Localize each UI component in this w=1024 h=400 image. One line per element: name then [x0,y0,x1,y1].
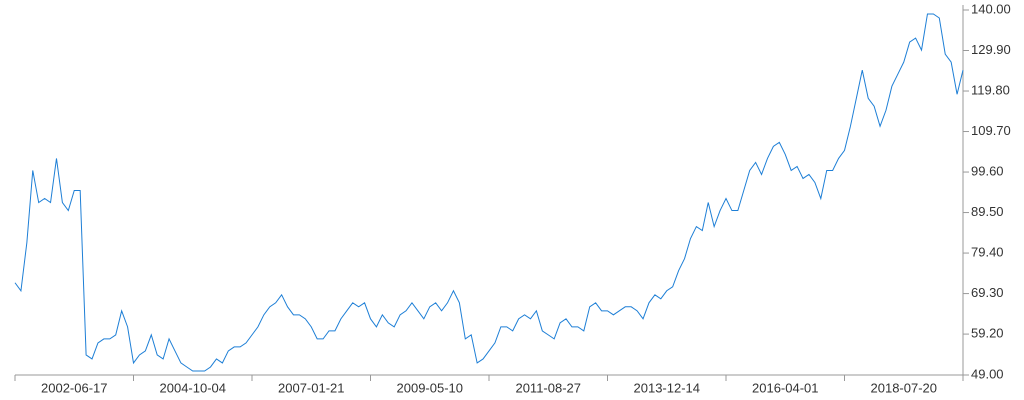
y-tick-label: 119.80 [971,82,1010,97]
y-tick-label: 59.20 [971,326,1004,341]
y-tick-label: 79.40 [971,245,1004,260]
y-tick-label: 140.00 [971,1,1011,16]
x-tick-label: 2002-06-17 [41,380,108,395]
data-line [14,13,964,372]
x-tick-label: 2011-08-27 [515,380,581,395]
x-tick-label: 2016-04-01 [752,380,819,395]
x-tick-label: 2013-12-14 [634,380,701,395]
y-tick-label: 89.50 [971,204,1004,219]
y-tick-label: 109.70 [971,123,1011,138]
x-tick-label: 2009-05-10 [397,380,464,395]
x-tick-label: 2018-07-20 [871,380,938,395]
y-tick-label: 49.00 [971,366,1004,381]
x-tick-label: 2004-10-04 [160,380,227,395]
y-tick-label: 99.60 [971,163,1004,178]
y-tick-label: 129.90 [971,42,1011,57]
y-tick-label: 69.30 [971,285,1004,300]
x-tick-label: 2007-01-21 [278,380,345,395]
